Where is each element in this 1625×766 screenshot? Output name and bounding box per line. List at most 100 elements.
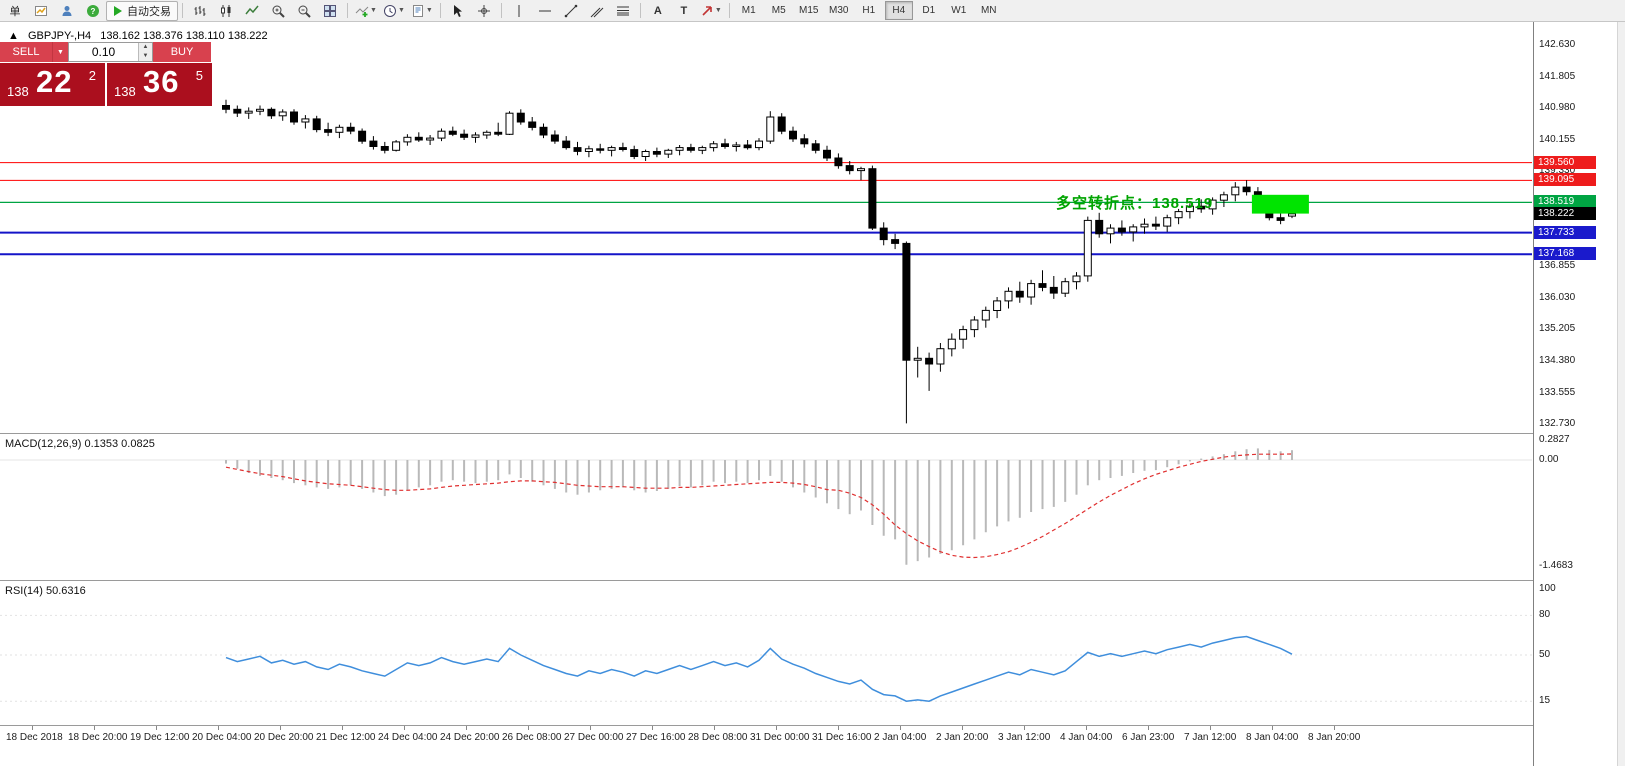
price-axis-label: 133.555	[1539, 387, 1576, 398]
autotrade-play-icon	[114, 5, 122, 16]
price-level-badge: 138.222	[1534, 207, 1596, 220]
timeframe-button-group: M1 M5 M15 M30 H1 H4 D1 W1 MN	[734, 1, 1004, 20]
sell-button[interactable]: SELL	[0, 42, 52, 62]
time-axis-tick	[1148, 726, 1149, 730]
step-up-icon[interactable]: ▲	[139, 43, 152, 52]
profiles-icon[interactable]	[54, 1, 80, 21]
bar-chart-icon[interactable]	[187, 1, 213, 21]
time-axis-tick	[1086, 726, 1087, 730]
buy-price-display[interactable]: 138 36 5	[107, 63, 212, 106]
time-axis-label: 18 Dec 2018	[6, 732, 63, 743]
time-axis-label: 26 Dec 08:00	[502, 732, 562, 743]
time-axis-label: 27 Dec 16:00	[626, 732, 686, 743]
line-chart-icon[interactable]	[239, 1, 265, 21]
window-edge	[1617, 22, 1625, 766]
tile-windows-icon[interactable]	[317, 1, 343, 21]
crosshair-icon[interactable]	[471, 1, 497, 21]
time-axis-label: 24 Dec 20:00	[440, 732, 500, 743]
rsi-pane[interactable]	[0, 582, 1532, 725]
time-axis-label: 7 Jan 12:00	[1184, 732, 1237, 743]
sell-price-prefix: 138	[7, 84, 29, 99]
timeframe-button-d1[interactable]: D1	[922, 5, 936, 16]
symbol-title: GBPJPY-,H4	[27, 30, 92, 42]
price-axis-label: 140.980	[1539, 102, 1576, 113]
price-axis-label: 140.155	[1539, 134, 1576, 145]
order-type-dropdown[interactable]: ▼	[52, 42, 68, 62]
buy-price-prefix: 138	[114, 84, 136, 99]
pane-resize-handle[interactable]	[0, 433, 1625, 434]
time-axis-label: 20 Dec 04:00	[192, 732, 252, 743]
timeframe-button-m5[interactable]: M5	[771, 5, 786, 16]
price-axis-label: 136.855	[1539, 260, 1576, 271]
symbol-header: ▲ GBPJPY-,H4 138.162 138.376 138.110 138…	[8, 30, 268, 42]
time-axis-label: 2 Jan 20:00	[936, 732, 989, 743]
timeframe-button-mn[interactable]: MN	[980, 5, 997, 16]
pane-resize-handle[interactable]	[0, 580, 1625, 581]
main-price-chart[interactable]	[0, 22, 1532, 433]
time-axis-tick	[900, 726, 901, 730]
timeframe-button-h4[interactable]: H4	[884, 1, 913, 20]
timeframe-button-m15[interactable]: M15	[799, 5, 819, 16]
add-indicator-icon[interactable]: ▼	[352, 1, 380, 21]
price-axis-label: 142.630	[1539, 39, 1576, 50]
lot-size-value: 0.10	[91, 45, 116, 59]
template-icon[interactable]: ▼	[408, 1, 436, 21]
trendline-icon[interactable]	[558, 1, 584, 21]
chart-window: ▲ GBPJPY-,H4 138.162 138.376 138.110 138…	[0, 22, 1625, 766]
lot-size-input[interactable]: 0.10 ▲ ▼	[68, 42, 153, 62]
chart-annotation[interactable]: 多空转折点：138.519	[1056, 195, 1214, 212]
text-label-icon[interactable]: T	[680, 4, 688, 17]
buy-button[interactable]: BUY	[153, 42, 211, 62]
rsi-label: RSI(14) 50.6316	[5, 585, 86, 597]
macd-pane[interactable]	[0, 435, 1532, 580]
time-axis-label: 4 Jan 04:00	[1060, 732, 1113, 743]
time-axis-tick	[776, 726, 777, 730]
candlestick-icon[interactable]	[213, 1, 239, 21]
horizontal-line-icon[interactable]	[532, 1, 558, 21]
price-level-badge: 137.168	[1534, 247, 1596, 260]
time-axis-tick	[1210, 726, 1211, 730]
arrows-icon[interactable]: ▼	[697, 1, 725, 21]
toolbar-separator	[439, 3, 441, 18]
zoom-out-icon[interactable]	[291, 1, 317, 21]
timeframe-button-h1[interactable]: H1	[862, 5, 876, 16]
channel-icon[interactable]	[584, 1, 610, 21]
one-click-collapse-icon[interactable]: ▲	[8, 30, 19, 42]
step-down-icon[interactable]: ▼	[139, 52, 152, 61]
timeframe-button-w1[interactable]: W1	[951, 5, 967, 16]
new-chart-icon[interactable]	[28, 1, 54, 21]
time-axis-label: 27 Dec 00:00	[564, 732, 624, 743]
timeframe-button-m30[interactable]: M30	[829, 5, 849, 16]
macd-label: MACD(12,26,9) 0.1353 0.0825	[5, 438, 155, 450]
vertical-line-icon[interactable]	[506, 1, 532, 21]
autotrade-label: 自动交易	[127, 5, 171, 18]
chevron-down-icon: ▼	[57, 48, 64, 56]
cursor-icon[interactable]	[445, 1, 471, 21]
time-axis-tick	[32, 726, 33, 730]
rsi-axis-label: 80	[1539, 609, 1551, 620]
rsi-axis-label: 50	[1539, 649, 1551, 660]
sell-price-sup: 2	[88, 68, 96, 83]
time-axis-label: 31 Dec 16:00	[812, 732, 872, 743]
lot-size-stepper[interactable]: ▲ ▼	[138, 43, 152, 61]
text-icon[interactable]: A	[653, 4, 662, 17]
price-axis-label: 135.205	[1539, 323, 1576, 334]
zoom-in-icon[interactable]	[265, 1, 291, 21]
price-axis[interactable]: 142.630 141.805 140.980 140.155 139.330 136.8…	[1533, 22, 1617, 766]
time-axis-tick	[528, 726, 529, 730]
buy-price-sup: 5	[195, 68, 203, 83]
autotrade-button[interactable]: 自动交易	[106, 0, 178, 21]
time-axis-label: 8 Jan 20:00	[1308, 732, 1361, 743]
help-icon[interactable]: ?	[80, 1, 106, 21]
periods-clock-icon[interactable]: ▼	[380, 1, 408, 21]
timeframe-button-m1[interactable]: M1	[741, 5, 756, 16]
time-axis-tick	[1024, 726, 1025, 730]
new-order-button[interactable]: 单	[2, 1, 28, 21]
time-axis-tick	[280, 726, 281, 730]
price-level-badge: 139.560	[1534, 156, 1596, 169]
sell-price-display[interactable]: 138 22 2	[0, 63, 105, 106]
fibonacci-icon[interactable]	[610, 1, 636, 21]
time-axis[interactable]: 18 Dec 2018 18 Dec 20:00 19 Dec 12:00 20 De…	[0, 726, 1532, 766]
time-axis-tick	[94, 726, 95, 730]
time-axis-tick	[1272, 726, 1273, 730]
